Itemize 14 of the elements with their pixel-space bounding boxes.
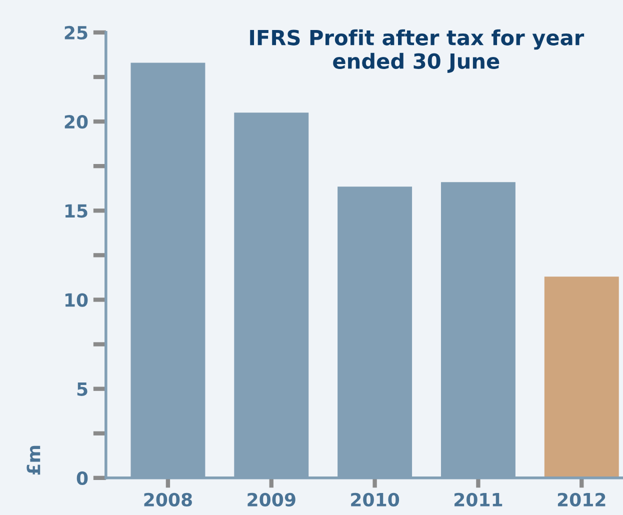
chart-title: IFRS Profit after tax for year ended 30 June <box>250 29 584 73</box>
y-tick-label: 20 <box>64 115 88 129</box>
x-tick-label: 2012 <box>558 492 606 506</box>
x-tick-label: 2009 <box>248 492 296 506</box>
y-tick-label: 5 <box>77 382 88 396</box>
x-tick-label: 2010 <box>351 492 400 506</box>
x-tick-label: 2008 <box>144 492 192 506</box>
y-tick-label: 0 <box>76 471 88 486</box>
y-axis-title: £m <box>26 446 40 475</box>
y-tick-label: 25 <box>64 26 88 40</box>
bar <box>544 276 619 478</box>
x-tick-label: 2011 <box>454 492 502 506</box>
y-tick-label: 10 <box>65 293 88 307</box>
y-tick-label: 15 <box>65 204 88 218</box>
